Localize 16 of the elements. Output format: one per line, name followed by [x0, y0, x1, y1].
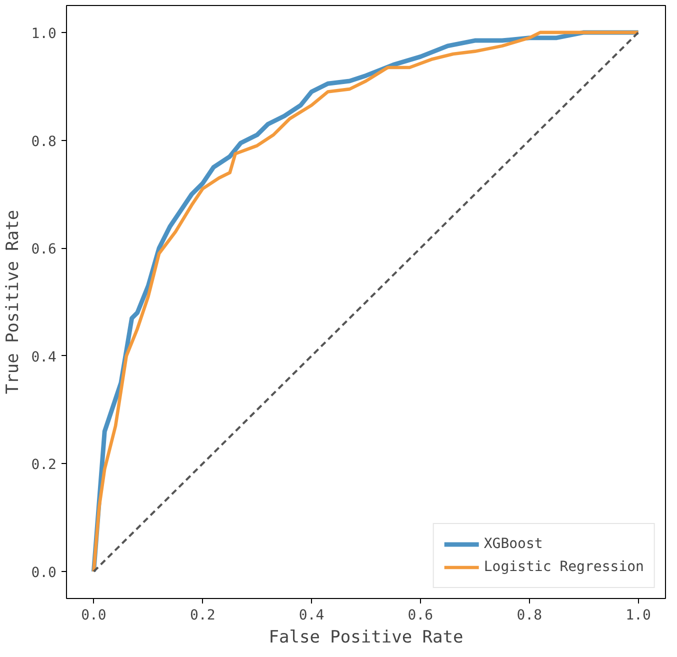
x-tick-label: 0.2	[190, 608, 216, 624]
y-axis-title: True Positive Rate	[3, 210, 24, 394]
y-tick-label: 0.2	[31, 457, 57, 474]
legend-label: XGBoost	[484, 536, 543, 552]
y-tick-label: 0.6	[31, 242, 57, 258]
legend-label: Logistic Regression	[484, 559, 644, 575]
x-tick-label: 1.0	[626, 608, 651, 624]
x-tick-label: 0.8	[516, 608, 542, 624]
y-tick-label: 0.0	[31, 565, 57, 582]
x-tick-label: 0.4	[298, 608, 324, 624]
x-axis-title: False Positive Rate	[268, 628, 464, 648]
y-tick-label: 1.0	[31, 26, 57, 42]
x-tick-label: 0.6	[408, 608, 434, 624]
y-tick-label: 0.8	[31, 134, 57, 150]
y-tick-label: 0.4	[31, 349, 57, 366]
x-tick-label: 0.0	[81, 608, 106, 624]
